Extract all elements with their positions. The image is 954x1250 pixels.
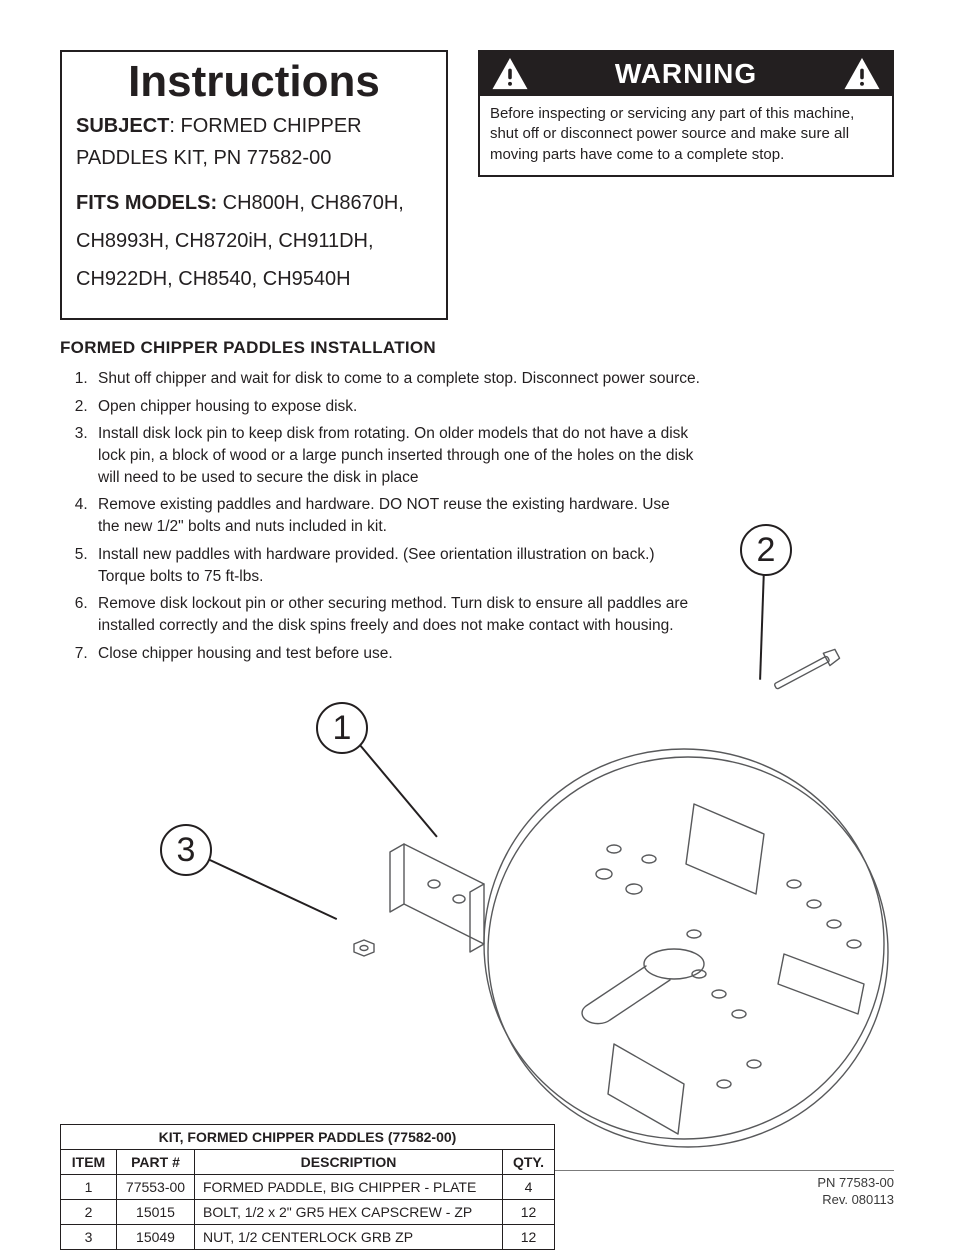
warning-header: WARNING bbox=[480, 52, 892, 96]
cell-qty: 4 bbox=[503, 1175, 555, 1200]
cell-part: 15049 bbox=[117, 1225, 195, 1250]
table-row: 2 15015 BOLT, 1/2 x 2" GR5 HEX CAPSCREW … bbox=[61, 1200, 555, 1225]
warning-triangle-icon bbox=[844, 58, 880, 90]
table-header-row: ITEM PART # DESCRIPTION QTY. bbox=[61, 1150, 555, 1175]
footer-rev: Rev. 080113 bbox=[817, 1192, 894, 1209]
subject-line: SUBJECT: FORMED CHIPPER PADDLES KIT, PN … bbox=[76, 110, 432, 174]
cell-item: 1 bbox=[61, 1175, 117, 1200]
callout-2-label: 2 bbox=[757, 531, 776, 570]
cell-desc: BOLT, 1/2 x 2" GR5 HEX CAPSCREW - ZP bbox=[195, 1200, 503, 1225]
footer-right: PN 77583-00 Rev. 080113 bbox=[817, 1175, 894, 1209]
step-item: Install disk lock pin to keep disk from … bbox=[92, 423, 894, 488]
page: Instructions SUBJECT: FORMED CHIPPER PAD… bbox=[0, 0, 954, 1235]
section-heading: FORMED CHIPPER PADDLES INSTALLATION bbox=[60, 338, 894, 358]
step-item: Remove disk lockout pin or other securin… bbox=[92, 593, 894, 636]
cell-part: 77553-00 bbox=[117, 1175, 195, 1200]
callout-1-label: 1 bbox=[333, 709, 352, 748]
warning-body: Before inspecting or servicing any part … bbox=[480, 96, 892, 175]
installation-steps: Shut off chipper and wait for disk to co… bbox=[60, 368, 894, 664]
col-header-item: ITEM bbox=[61, 1150, 117, 1175]
cell-qty: 12 bbox=[503, 1225, 555, 1250]
callout-3-label: 3 bbox=[177, 831, 196, 870]
table-title-row: KIT, FORMED CHIPPER PADDLES (77582-00) bbox=[61, 1125, 555, 1150]
cell-qty: 12 bbox=[503, 1200, 555, 1225]
fits-label: FITS MODELS: bbox=[76, 192, 217, 214]
callout-2: 2 bbox=[740, 524, 792, 576]
subject-label: SUBJECT bbox=[76, 115, 169, 137]
footer-pn: PN 77583-00 bbox=[817, 1175, 894, 1192]
col-header-part: PART # bbox=[117, 1150, 195, 1175]
exploded-diagram: 2 1 3 bbox=[60, 674, 894, 1154]
cell-desc: NUT, 1/2 CENTERLOCK GRB ZP bbox=[195, 1225, 503, 1250]
instructions-box: Instructions SUBJECT: FORMED CHIPPER PAD… bbox=[60, 50, 448, 320]
col-header-desc: DESCRIPTION bbox=[195, 1150, 503, 1175]
table-row: 3 15049 NUT, 1/2 CENTERLOCK GRB ZP 12 bbox=[61, 1225, 555, 1250]
col-header-qty: QTY. bbox=[503, 1150, 555, 1175]
fits-models-line: FITS MODELS: CH800H, CH8670H, CH8993H, C… bbox=[76, 184, 432, 298]
chipper-disk-illustration bbox=[314, 644, 934, 1164]
instructions-title: Instructions bbox=[76, 60, 432, 104]
table-title: KIT, FORMED CHIPPER PADDLES (77582-00) bbox=[61, 1125, 555, 1150]
table-row: 1 77553-00 FORMED PADDLE, BIG CHIPPER - … bbox=[61, 1175, 555, 1200]
warning-title: WARNING bbox=[615, 58, 757, 90]
top-row: Instructions SUBJECT: FORMED CHIPPER PAD… bbox=[60, 50, 894, 320]
step-item: Open chipper housing to expose disk. bbox=[92, 396, 894, 418]
cell-part: 15015 bbox=[117, 1200, 195, 1225]
warning-box: WARNING Before inspecting or servicing a… bbox=[478, 50, 894, 177]
cell-desc: FORMED PADDLE, BIG CHIPPER - PLATE bbox=[195, 1175, 503, 1200]
parts-table: KIT, FORMED CHIPPER PADDLES (77582-00) I… bbox=[60, 1124, 555, 1250]
callout-3: 3 bbox=[160, 824, 212, 876]
warning-triangle-icon bbox=[492, 58, 528, 90]
cell-item: 3 bbox=[61, 1225, 117, 1250]
step-item: Shut off chipper and wait for disk to co… bbox=[92, 368, 894, 390]
cell-item: 2 bbox=[61, 1200, 117, 1225]
callout-1: 1 bbox=[316, 702, 368, 754]
